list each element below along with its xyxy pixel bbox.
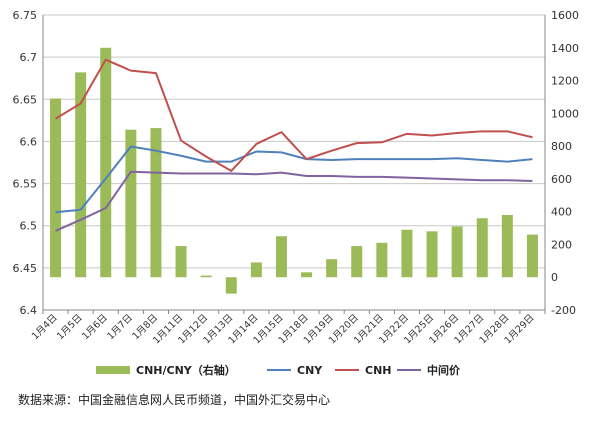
bar	[476, 218, 488, 278]
bar	[250, 262, 262, 278]
left-axis-tick-label: 6.4	[20, 304, 38, 317]
bar	[351, 246, 363, 278]
bar	[200, 275, 212, 278]
x-axis-tick-label: 1月5日	[55, 312, 85, 342]
right-axis-tick-label: 600	[551, 173, 572, 186]
bar	[301, 272, 313, 278]
legend-label: 中间价	[427, 363, 461, 377]
series-line-CNY	[55, 145, 533, 214]
left-axis-tick-label: 6.7	[20, 51, 38, 64]
right-axis-tick-label: 1600	[551, 9, 579, 22]
right-axis-tick-label: 800	[551, 140, 572, 153]
right-axis-tick-label: 0	[551, 271, 558, 284]
bar	[75, 72, 87, 278]
x-axis-tick-label: 1月6日	[80, 312, 110, 342]
bar-series	[50, 47, 538, 294]
bar	[426, 231, 438, 278]
right-axis-tick-label: 1400	[551, 42, 579, 55]
bar	[326, 259, 338, 278]
bar	[175, 246, 187, 278]
left-axis-tick-label: 6.5	[20, 220, 38, 233]
bar	[50, 98, 62, 278]
bar	[376, 242, 388, 278]
right-axis-tick-label: 400	[551, 206, 572, 219]
left-axis-tick-label: 6.45	[13, 262, 38, 275]
x-axis-tick-label: 1月7日	[105, 312, 135, 342]
right-axis-tick-label: 1000	[551, 107, 579, 120]
bar	[125, 129, 137, 278]
bar	[451, 226, 463, 278]
data-source-note: 数据来源：中国金融信息网人民币频道，中国外汇交易中心	[18, 393, 331, 407]
right-axis-tick-label: 1200	[551, 75, 579, 88]
series-line-中间价	[55, 170, 533, 232]
bar	[401, 229, 413, 278]
legend-label: CNY	[297, 364, 323, 377]
left-axis-tick-label: 6.75	[13, 9, 38, 22]
x-axis-ticks: 1月4日1月5日1月6日1月7日1月8日1月11日1月12日1月13日1月14日…	[30, 312, 537, 346]
bar	[100, 47, 112, 278]
legend: CNH/CNY（右轴） CNY CNH 中间价	[96, 363, 461, 377]
left-axis-tick-label: 6.65	[13, 93, 38, 106]
bar	[225, 277, 237, 294]
axes	[42, 15, 546, 314]
right-axis-ticks: -200 0 200 400 600 800 1000 1200 1400 1600	[551, 9, 579, 317]
bar	[501, 214, 513, 278]
left-axis-tick-label: 6.6	[20, 135, 38, 148]
right-axis-tick-label: -200	[551, 304, 576, 317]
right-axis-tick-label: 200	[551, 238, 572, 251]
left-axis-ticks: 6.4 6.45 6.5 6.55 6.6 6.65 6.7 6.75	[13, 9, 38, 317]
legend-swatch	[96, 366, 130, 374]
bar	[526, 234, 538, 278]
series-line-CNH	[55, 58, 533, 172]
bar	[275, 236, 287, 278]
bar	[150, 128, 162, 278]
left-axis-tick-label: 6.55	[13, 178, 38, 191]
legend-label: CNH/CNY（右轴）	[136, 363, 236, 377]
legend-label: CNH	[365, 364, 392, 377]
line-series	[55, 58, 533, 232]
